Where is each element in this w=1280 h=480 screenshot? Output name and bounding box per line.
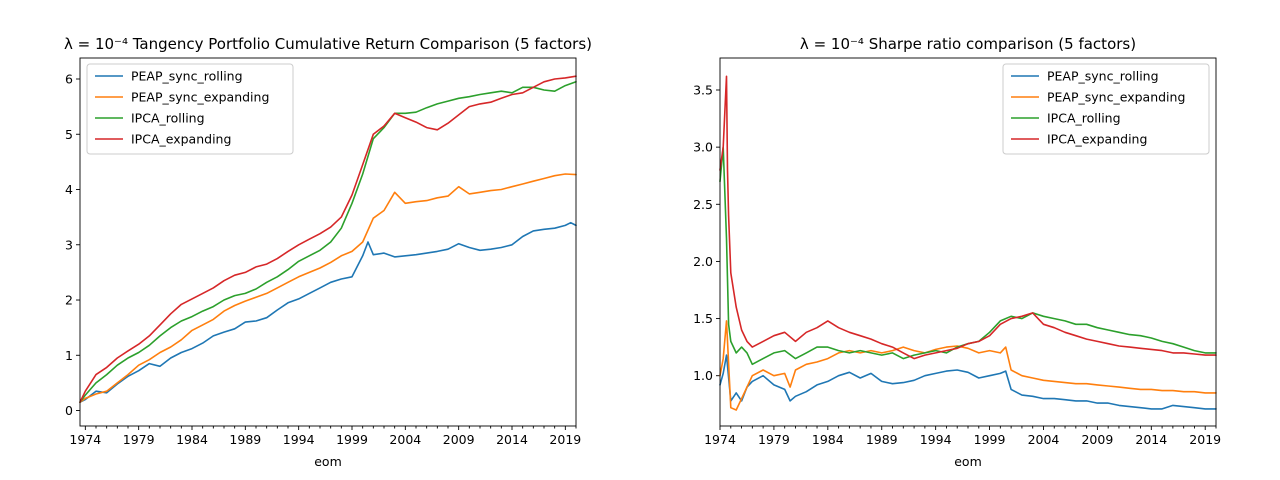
y-tick-label: 1.5 [693,311,713,326]
y-tick-label: 1.0 [693,368,713,383]
legend-label: IPCA_rolling [131,111,205,126]
legend: PEAP_sync_rolling PEAP_sync_expanding IPCA… [86,63,294,155]
x-tick-label: 1984 [812,432,844,447]
x-tick-label: 2004 [389,432,421,447]
y-tick-label: 3.5 [693,83,713,98]
legend-label: IPCA_expanding [1047,132,1147,147]
x-tick-label: 1979 [758,432,790,447]
x-tick-label: 1989 [866,432,898,447]
series-line-ipca-expanding [79,75,577,404]
y-tick-label: 3 [65,237,73,252]
x-tick-label: 2009 [443,432,475,447]
x-tick-label: 1999 [974,432,1006,447]
y-tick-label: 6 [65,71,73,86]
y-tick-label: 1 [65,348,73,363]
x-tick-label: 1984 [176,432,208,447]
legend-label: PEAP_sync_rolling [1047,69,1159,84]
y-tick-label: 2.0 [693,254,713,269]
legend: PEAP_sync_rolling PEAP_sync_expanding IPCA… [1002,63,1210,155]
series-line-peap-sync-rolling [719,354,1217,410]
x-tick-label: 2019 [549,432,581,447]
chart-sharpe-ratio: λ = 10⁻⁴ Sharpe ratio comparison (5 fact… [693,35,1221,469]
x-tick-label: 1974 [704,432,736,447]
x-tick-label: 2014 [496,432,528,447]
x-tick-label: 1994 [920,432,952,447]
series-lines [79,75,577,404]
series-line-ipca-expanding [719,75,1217,360]
plot-frame [79,57,577,427]
series-line-ipca-rolling [79,81,577,404]
x-tick-label: 2019 [1189,432,1221,447]
plot-frame [719,57,1217,427]
series-line-peap-sync-rolling [79,221,577,404]
legend-label: IPCA_rolling [1047,111,1121,126]
x-tick-label: 2009 [1081,432,1113,447]
legend-label: PEAP_sync_expanding [1047,90,1185,105]
chart-title: λ = 10⁻⁴ Tangency Portfolio Cumulative R… [64,35,592,53]
axis-ticks: 1974 1979 1984 1989 1994 1999 2004 2009 2014 2019… [65,71,581,447]
series-lines [719,75,1217,411]
x-axis-label: eom [954,454,982,469]
series-line-peap-sync-expanding [719,320,1217,411]
y-tick-label: 0 [65,403,73,418]
y-tick-label: 4 [65,182,73,197]
y-tick-label: 5 [65,127,73,142]
x-tick-label: 1999 [336,432,368,447]
x-axis-label: eom [314,454,342,469]
y-tick-label: 2.5 [693,197,713,212]
legend-label: IPCA_expanding [131,132,231,147]
legend-frame [1002,63,1210,155]
legend-label: PEAP_sync_rolling [131,69,243,84]
series-line-peap-sync-expanding [79,173,577,404]
x-tick-label: 2014 [1135,432,1167,447]
chart-cumulative-return: λ = 10⁻⁴ Tangency Portfolio Cumulative R… [64,35,592,469]
series-line-ipca-rolling [719,146,1217,366]
x-tick-label: 1974 [69,432,101,447]
y-tick-label: 2 [65,293,73,308]
x-tick-label: 1979 [123,432,155,447]
axis-ticks: 1974 1979 1984 1989 1994 1999 2004 2009 2014 2019… [693,83,1221,448]
x-tick-label: 1994 [283,432,315,447]
legend-label: PEAP_sync_expanding [131,90,269,105]
x-tick-label: 2004 [1028,432,1060,447]
chart-title: λ = 10⁻⁴ Sharpe ratio comparison (5 fact… [800,35,1136,53]
legend-frame [86,63,294,155]
y-tick-label: 3.0 [693,140,713,155]
x-tick-label: 1989 [229,432,261,447]
